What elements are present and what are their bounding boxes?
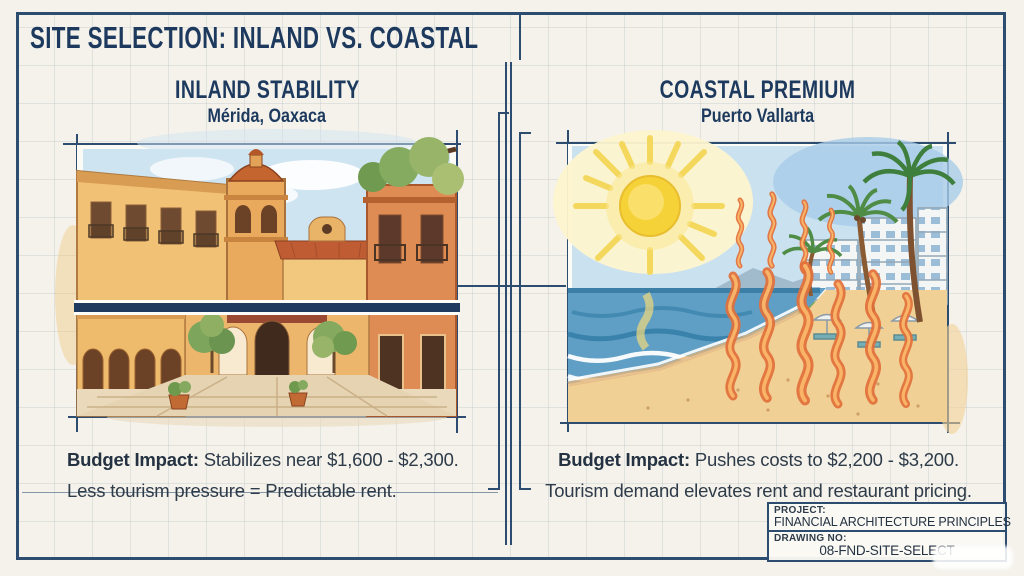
divider-bracket-right (519, 132, 521, 490)
divider-bracket-left (498, 112, 500, 490)
budget-label: Budget Impact: (558, 449, 690, 470)
courtyard (76, 312, 456, 417)
budget-line-2: Less tourism pressure = Predictable rent… (67, 480, 397, 501)
center-divider-line (505, 62, 507, 545)
horizon-connector-line (458, 285, 566, 287)
budget-label: Budget Impact: (67, 449, 199, 470)
drawing-number-row: DRAWING NO: 08-FND-SITE-SELECT (769, 532, 1005, 560)
baseline-rule (22, 492, 498, 493)
divider-bracket-left-tick (488, 488, 500, 490)
inland-budget-note: Budget Impact: Stabilizes near $1,600 - … (67, 444, 477, 506)
correction-smudge (933, 546, 1013, 569)
inland-title: INLAND STABILITY (174, 76, 360, 104)
project-label: PROJECT: (774, 505, 826, 516)
coastal-title: COASTAL PREMIUM (660, 76, 856, 104)
arched-door (254, 320, 290, 378)
tree-branch-icon (358, 137, 464, 195)
inland-subtitle: Mérida, Oaxaca (207, 106, 327, 127)
sun-reflection (636, 292, 654, 351)
budget-line-1: Budget Impact: Pushes costs to $2,200 - … (558, 449, 959, 470)
coastal-subtitle: Puerto Vallarta (701, 106, 815, 127)
coastal-illustration (553, 130, 968, 434)
divider-bracket-right-tick (519, 132, 531, 134)
project-value: FINANCIAL ARCHITECTURE PRINCIPLES (774, 515, 1011, 529)
right-frame-right (947, 132, 949, 433)
courtyard-tree (312, 321, 357, 373)
outer-border (16, 12, 1006, 560)
divider-bracket-right-tick (519, 488, 531, 490)
sun-icon (573, 135, 725, 275)
divider-bracket-left-tick (498, 112, 509, 114)
navy-accent-bar (74, 303, 460, 312)
budget-line-1: Budget Impact: Stabilizes near $1,600 - … (67, 449, 459, 470)
center-divider-line (510, 62, 512, 545)
drawing-number-label: DRAWING NO: (774, 533, 847, 544)
budget-line-2: Tourism demand elevates rent and restaur… (545, 480, 972, 501)
page-title: SITE SELECTION: INLAND VS. COASTAL (30, 20, 479, 55)
accent-bar-backing (74, 300, 460, 315)
project-row: PROJECT: FINANCIAL ARCHITECTURE PRINCIPL… (769, 504, 1011, 532)
inland-illustration (55, 129, 464, 427)
coastal-header: COASTAL PREMIUM Puerto Vallarta (568, 76, 948, 128)
right-frame-bottom (560, 422, 960, 424)
courtyard-tree (188, 313, 235, 373)
potted-plant-icon (168, 380, 308, 410)
left-yellow-building (76, 169, 230, 311)
right-frame-top (556, 142, 956, 144)
drawing-number-value: 08-FND-SITE-SELECT (819, 543, 955, 558)
inland-header: INLAND STABILITY Mérida, Oaxaca (77, 76, 457, 128)
title-separator-line (519, 15, 521, 60)
coastal-budget-note: Budget Impact: Pushes costs to $2,200 - … (531, 444, 986, 506)
bell-tower (224, 149, 288, 310)
